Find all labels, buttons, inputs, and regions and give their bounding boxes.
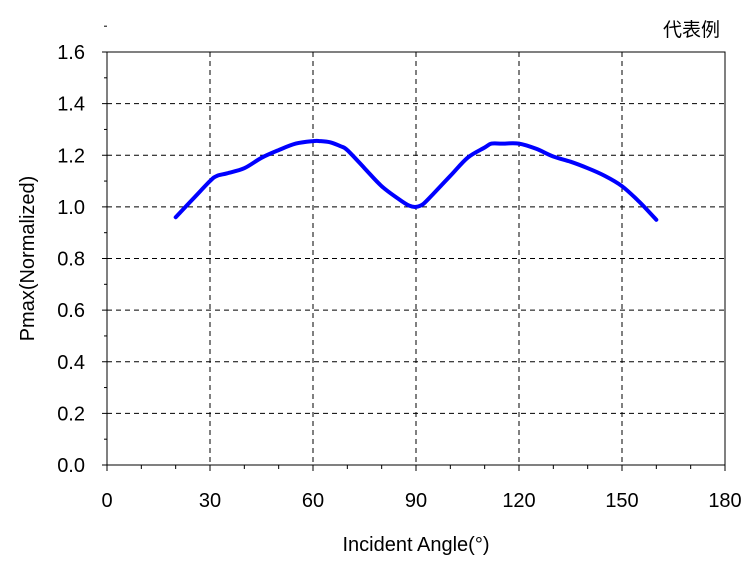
y-tick-label: 1.6 bbox=[57, 42, 85, 64]
y-tick-label: 0.0 bbox=[57, 455, 85, 477]
x-tick-label: 180 bbox=[708, 490, 741, 512]
x-tick-labels: 0 30 60 90 120 150 180 bbox=[101, 490, 741, 512]
y-tick-label: 0.6 bbox=[57, 300, 85, 322]
x-tick-label: 0 bbox=[101, 490, 112, 512]
x-tick-label: 60 bbox=[302, 490, 324, 512]
y-tick-label: 1.4 bbox=[57, 94, 85, 116]
y-tick-label: 1.0 bbox=[57, 197, 85, 219]
y-tick-label: 1.2 bbox=[57, 145, 85, 167]
y-axis-title: Pmax(Normalized) bbox=[17, 176, 39, 342]
y-tick-labels: 0.0 0.2 0.4 0.6 0.8 1.0 1.2 1.4 1.6 bbox=[57, 42, 85, 477]
x-tick-label: 120 bbox=[502, 490, 535, 512]
y-tick-label: 0.8 bbox=[57, 249, 85, 271]
corner-annotation: 代表例 bbox=[663, 19, 720, 41]
y-tick-label: 0.4 bbox=[57, 352, 85, 374]
x-tick-label: 150 bbox=[605, 490, 638, 512]
axis-ticks bbox=[102, 25, 726, 471]
x-tick-label: 90 bbox=[405, 490, 427, 512]
x-tick-label: 30 bbox=[199, 490, 221, 512]
grid-lines bbox=[107, 52, 725, 465]
y-tick-label: 0.2 bbox=[57, 403, 85, 425]
series-layer bbox=[173, 138, 659, 222]
series-line bbox=[173, 138, 659, 222]
x-axis-title: Incident Angle(°) bbox=[343, 534, 490, 556]
